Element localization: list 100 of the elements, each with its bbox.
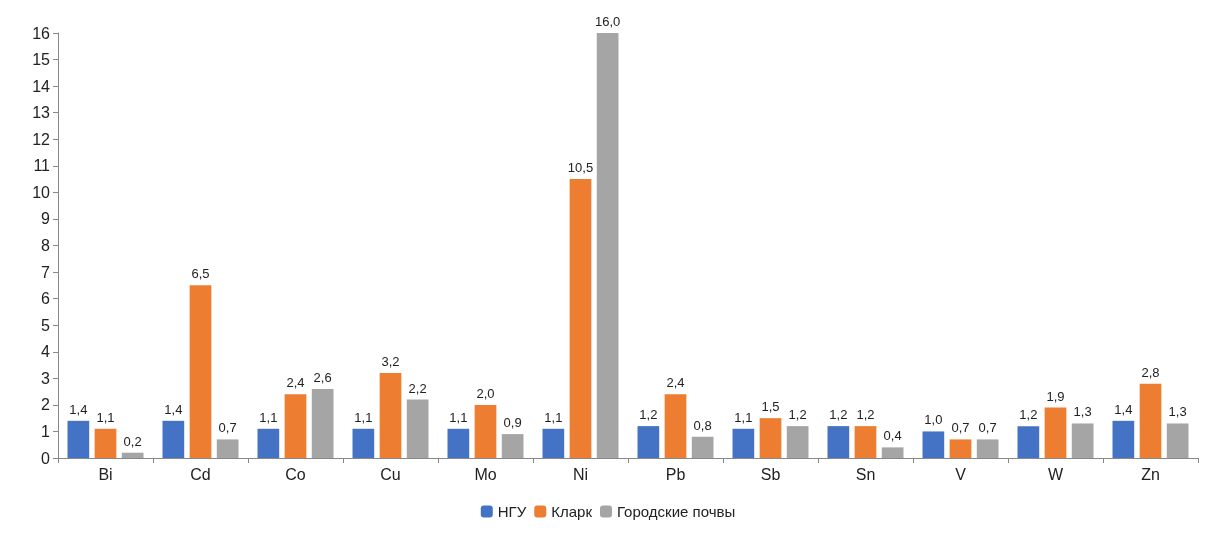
data-label: 0,7 — [218, 420, 237, 436]
data-label: 3,2 — [381, 354, 400, 369]
data-label: 0,7 — [951, 420, 970, 436]
data-label: 0,9 — [503, 415, 522, 431]
data-label: 2,4 — [286, 375, 305, 391]
data-label: 1,2 — [856, 407, 875, 423]
bar — [121, 452, 144, 458]
data-label: 2,0 — [476, 385, 495, 401]
y-tick-label: 4 — [41, 343, 51, 361]
bar — [189, 285, 212, 458]
bar — [1044, 407, 1067, 458]
bar — [162, 420, 185, 458]
y-tick-label: 8 — [41, 237, 51, 254]
data-label: 1,0 — [924, 412, 943, 428]
data-label: 1,9 — [1046, 388, 1065, 404]
bar — [569, 179, 592, 458]
y-tick-label: 15 — [32, 51, 51, 69]
legend-label: Кларк — [551, 503, 593, 520]
x-tick-label: Mo — [474, 465, 497, 483]
data-label: 1,2 — [639, 407, 658, 423]
x-tick-label: W — [1047, 465, 1064, 483]
bar — [379, 373, 402, 458]
x-tick-label: Ni — [572, 465, 589, 483]
bar — [922, 431, 945, 458]
y-tick-label: 3 — [41, 369, 51, 387]
bar — [1139, 383, 1162, 458]
x-tick-label: V — [955, 465, 967, 483]
bar — [474, 404, 497, 458]
bar — [352, 428, 375, 458]
data-label: 1,2 — [829, 407, 848, 423]
bar — [1112, 420, 1135, 458]
bar — [976, 439, 999, 458]
data-label: 16,0 — [594, 14, 621, 29]
data-label: 1,1 — [259, 409, 278, 425]
data-label: 1,3 — [1168, 404, 1187, 420]
bar — [1071, 423, 1094, 458]
data-label: 0,8 — [693, 417, 712, 433]
bar — [637, 426, 660, 458]
bar — [216, 439, 239, 458]
bar — [786, 426, 809, 458]
bar — [284, 394, 307, 458]
bar — [881, 447, 904, 458]
bar — [664, 394, 687, 458]
data-label: 1,4 — [1114, 401, 1133, 417]
legend-label: НГУ — [497, 503, 527, 520]
bar — [1166, 423, 1189, 458]
bar — [596, 33, 619, 458]
bar — [447, 428, 470, 458]
x-tick-label: Cd — [190, 465, 211, 483]
x-tick-label: Sn — [855, 465, 876, 483]
bar — [406, 399, 429, 458]
bar — [759, 418, 782, 458]
y-tick-label: 1 — [41, 422, 51, 440]
bar — [94, 428, 117, 458]
data-label: 1,1 — [449, 409, 468, 425]
y-tick-label: 14 — [32, 77, 51, 95]
bar — [854, 426, 877, 458]
data-label: 1,4 — [164, 401, 183, 417]
bar — [501, 434, 524, 458]
data-label: 2,2 — [408, 380, 427, 396]
bar — [827, 426, 850, 458]
bar — [67, 420, 90, 458]
x-tick-label: Zn — [1141, 465, 1160, 483]
data-label: 1,2 — [788, 407, 807, 423]
data-label: 2,6 — [313, 369, 332, 385]
data-label: 1,1 — [96, 409, 115, 425]
y-tick-label: 11 — [33, 157, 51, 175]
y-tick-label: 9 — [41, 210, 51, 228]
legend-label: Городские почвы — [617, 503, 736, 520]
bar — [691, 436, 714, 458]
data-label: 1,2 — [1019, 407, 1038, 423]
y-tick-label: 16 — [32, 24, 51, 42]
data-label: 1,1 — [544, 409, 563, 425]
data-label: 1,5 — [761, 399, 780, 415]
data-label: 1,3 — [1073, 404, 1092, 420]
x-tick-label: Bi — [98, 465, 113, 483]
data-label: 1,1 — [354, 409, 373, 425]
y-tick-label: 6 — [41, 290, 51, 308]
bar — [949, 439, 972, 458]
x-tick-label: Pb — [665, 465, 686, 483]
y-tick-label: 2 — [41, 396, 51, 414]
data-label: 2,8 — [1141, 364, 1160, 380]
data-label: 0,2 — [123, 433, 142, 449]
y-tick-label: 10 — [32, 183, 51, 201]
bar — [1017, 426, 1040, 458]
bar — [732, 428, 755, 458]
data-label: 2,4 — [666, 375, 685, 391]
data-label: 6,5 — [191, 266, 210, 282]
x-tick-label: Cu — [380, 465, 401, 483]
data-label: 1,4 — [69, 401, 88, 417]
y-tick-label: 5 — [41, 316, 51, 334]
data-label: 0,4 — [883, 428, 902, 444]
bar — [311, 388, 334, 458]
data-label: 0,7 — [978, 420, 997, 436]
bar — [542, 428, 565, 458]
x-tick-label: Co — [285, 465, 306, 483]
x-tick-label: Sb — [760, 465, 781, 483]
y-tick-label: 7 — [41, 263, 51, 281]
y-tick-label: 12 — [32, 130, 51, 148]
data-label: 1,1 — [734, 409, 753, 425]
